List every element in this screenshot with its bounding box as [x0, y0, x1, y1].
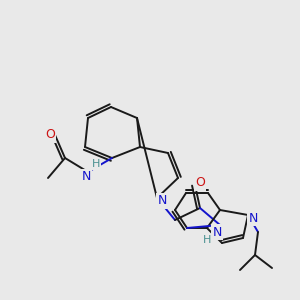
- Text: H: H: [203, 235, 211, 245]
- Text: N: N: [81, 170, 91, 184]
- Text: O: O: [195, 176, 205, 190]
- Text: N: N: [248, 212, 258, 224]
- Text: H: H: [92, 159, 100, 169]
- Text: N: N: [212, 226, 222, 238]
- Text: O: O: [45, 128, 55, 142]
- Text: N: N: [157, 194, 167, 208]
